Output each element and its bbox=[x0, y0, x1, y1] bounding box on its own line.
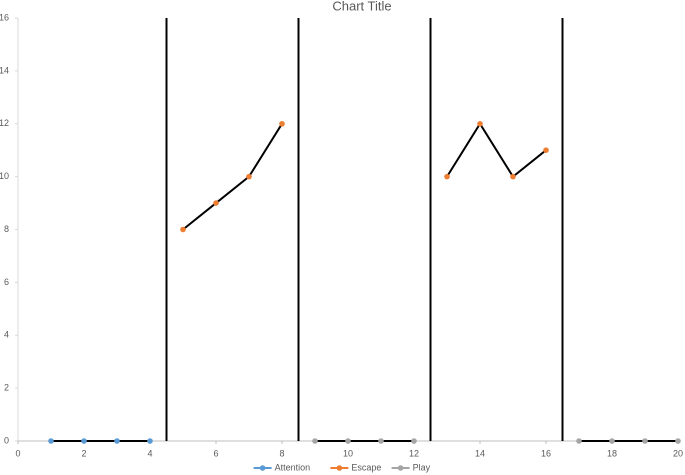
chart-title: Chart Title bbox=[332, 0, 391, 13]
y-tick-label: 8 bbox=[4, 224, 9, 234]
data-point bbox=[477, 120, 483, 127]
data-point bbox=[246, 173, 252, 180]
x-tick-label: 6 bbox=[213, 448, 218, 458]
series-line bbox=[182, 121, 547, 231]
data-point bbox=[378, 438, 384, 444]
y-tick-label: 12 bbox=[0, 118, 9, 128]
data-point bbox=[312, 438, 318, 444]
legend-marker bbox=[397, 465, 404, 471]
legend-item: Escape bbox=[330, 462, 381, 472]
x-tick-label: 14 bbox=[475, 448, 485, 458]
legend-label: Attention bbox=[275, 462, 311, 472]
data-point bbox=[510, 173, 516, 180]
x-tick-label: 10 bbox=[343, 448, 353, 458]
y-tick-label: 2 bbox=[4, 383, 9, 393]
data-point bbox=[279, 120, 285, 127]
data-point bbox=[675, 438, 681, 444]
data-point bbox=[213, 200, 219, 206]
legend-item: Play bbox=[391, 462, 431, 472]
y-tick-label: 14 bbox=[0, 65, 9, 75]
data-point bbox=[180, 226, 186, 233]
y-tick-label: 4 bbox=[4, 330, 9, 340]
x-tick-label: 20 bbox=[673, 448, 683, 458]
data-point bbox=[444, 173, 450, 180]
data-point bbox=[345, 438, 351, 444]
legend-label: Play bbox=[413, 462, 431, 472]
data-point bbox=[48, 438, 54, 444]
x-tick-label: 0 bbox=[15, 448, 20, 458]
x-tick-label: 8 bbox=[279, 448, 284, 458]
data-point bbox=[114, 438, 120, 444]
data-point bbox=[411, 438, 417, 444]
data-point bbox=[147, 438, 153, 444]
data-point bbox=[642, 438, 648, 444]
legend-marker bbox=[259, 465, 266, 471]
x-tick-label: 18 bbox=[607, 448, 617, 458]
y-tick-label: 6 bbox=[4, 277, 9, 287]
y-tick-label: 0 bbox=[4, 435, 9, 445]
y-tick-label: 16 bbox=[0, 12, 9, 22]
x-tick-label: 4 bbox=[147, 448, 152, 458]
x-tick-label: 2 bbox=[81, 448, 86, 458]
y-tick-label: 10 bbox=[0, 171, 9, 181]
data-point bbox=[543, 147, 549, 153]
legend-item: Attention bbox=[253, 462, 311, 472]
legend-label: Escape bbox=[351, 462, 381, 472]
data-point bbox=[609, 438, 615, 444]
data-point bbox=[81, 438, 87, 444]
data-point bbox=[576, 438, 582, 444]
legend-marker bbox=[336, 465, 343, 471]
x-tick-label: 12 bbox=[409, 448, 419, 458]
x-tick-label: 16 bbox=[541, 448, 551, 458]
